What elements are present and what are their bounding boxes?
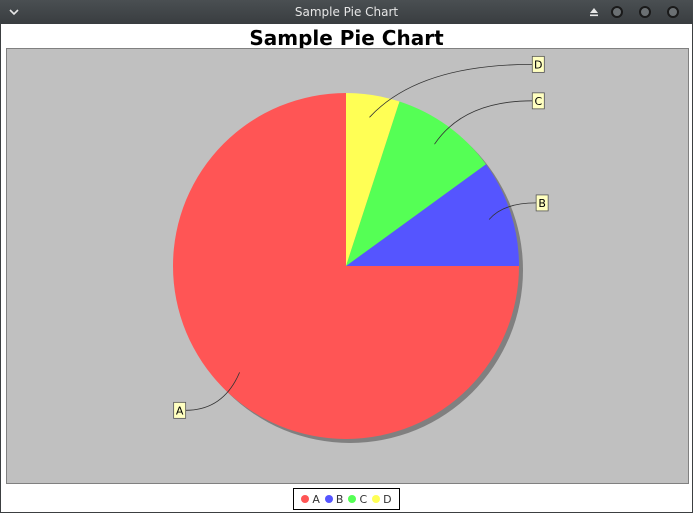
pie-slice-d [346, 93, 400, 266]
eject-button[interactable] [586, 4, 602, 20]
slice-label-b: B [538, 197, 546, 210]
label-link-b [488, 202, 537, 220]
legend-label-b: B [335, 492, 344, 506]
legend-swatch-c [348, 495, 357, 503]
pie-chart: A B C D [173, 55, 549, 443]
pie-slice-c [346, 101, 486, 266]
eject-icon [590, 8, 598, 17]
legend-label-d: D [383, 492, 392, 506]
slice-label-c: C [534, 95, 542, 108]
label-box-c [531, 92, 545, 110]
legend-label-c: C [359, 492, 368, 506]
legend-item-c: C [348, 493, 367, 506]
legend-swatch-d [372, 495, 381, 503]
legend-swatch-b [324, 495, 333, 503]
legend-item-a: A [301, 493, 320, 506]
label-link-c [434, 100, 533, 145]
legend-swatch-a [301, 495, 310, 503]
chart-legend: A B C D [293, 488, 400, 510]
label-link-a [185, 372, 240, 411]
maximize-icon [639, 6, 651, 18]
minimize-button[interactable] [609, 4, 625, 20]
chart-title: Sample Pie Chart [249, 26, 444, 50]
minimize-icon [611, 6, 623, 18]
window-menu-button[interactable] [4, 2, 24, 22]
slice-label-a: A [176, 404, 184, 417]
close-button[interactable] [665, 4, 681, 20]
chevron-down-icon [9, 9, 19, 16]
legend-label-a: A [312, 492, 320, 506]
close-icon [667, 6, 679, 18]
window-titlebar: Sample Pie Chart [0, 0, 693, 24]
label-box-d [531, 55, 545, 73]
slice-label-d: D [534, 58, 542, 71]
label-box-b [535, 194, 549, 212]
legend-item-b: B [324, 492, 344, 506]
legend-item-d: D [372, 492, 392, 506]
plot-area: A B C D [6, 48, 689, 484]
label-box-a [173, 401, 187, 419]
pie-slice-b [346, 164, 519, 266]
maximize-button[interactable] [637, 4, 653, 20]
label-link-d [369, 64, 533, 118]
